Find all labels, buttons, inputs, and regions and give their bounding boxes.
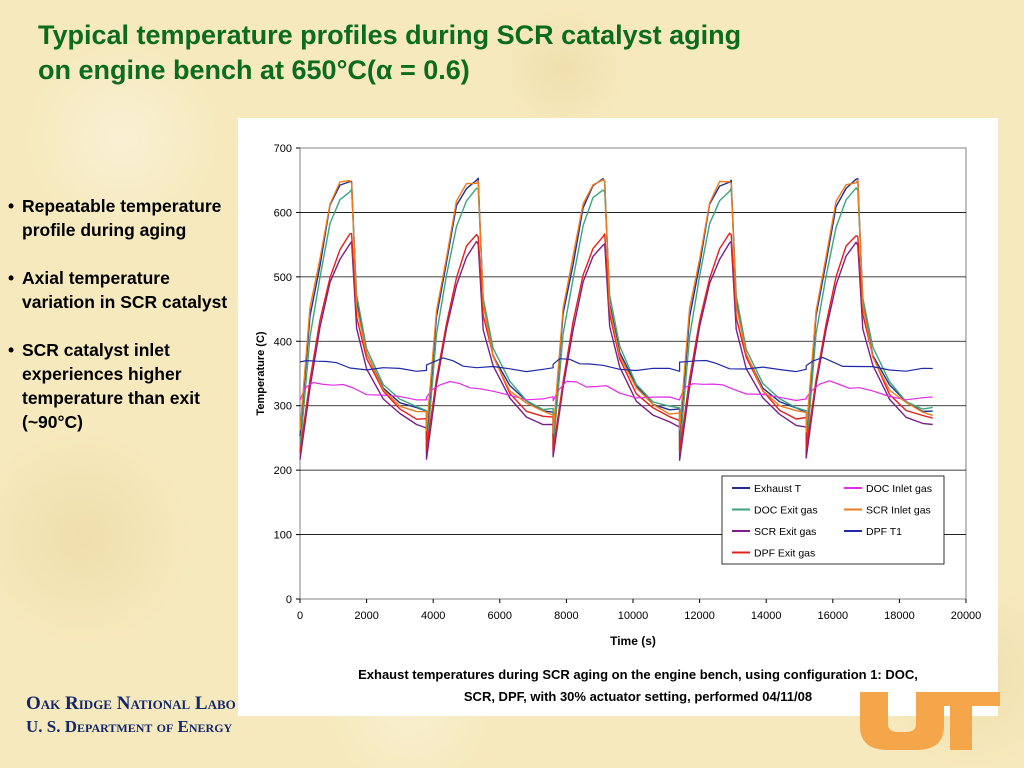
x-tick-label: 8000 <box>554 610 578 622</box>
ut-logo-t-shape <box>924 692 1000 750</box>
x-tick-label: 18000 <box>884 610 915 622</box>
y-tick-label: 100 <box>274 530 292 542</box>
x-tick-label: 12000 <box>684 610 715 622</box>
bullet-text: SCR catalyst inlet experiences higher te… <box>22 340 200 432</box>
y-tick-label: 500 <box>274 272 292 284</box>
legend-label: SCR Inlet gas <box>866 505 931 517</box>
y-axis-label: Temperature (C) <box>255 331 267 415</box>
y-tick-label: 200 <box>274 465 292 477</box>
legend-label: Exhaust T <box>754 483 802 495</box>
legend-label: DOC Inlet gas <box>866 483 932 495</box>
chart-caption-line-1: Exhaust temperatures during SCR aging on… <box>358 667 918 682</box>
slide-title-line-2: on engine bench at 650°C(α = 0.6) <box>38 55 470 85</box>
y-tick-label: 300 <box>274 401 292 413</box>
y-tick-label: 700 <box>274 143 292 155</box>
legend-label: SCR Exit gas <box>754 526 816 538</box>
series-line <box>299 232 933 454</box>
x-tick-label: 6000 <box>488 610 512 622</box>
legend-label: DPF Exit gas <box>754 548 815 560</box>
footer-department: U. S. Department of Energy <box>26 717 233 736</box>
y-tick-label: 400 <box>274 336 292 348</box>
chart-caption: Exhaust temperatures during SCR aging on… <box>318 664 958 708</box>
footer-org-name: Oak Ridge National Laboratory <box>26 694 236 714</box>
bullet-item: • SCR catalyst inlet experiences higher … <box>8 338 240 434</box>
bullet-marker: • <box>8 196 15 216</box>
slide-title: Typical temperature profiles during SCR … <box>38 18 938 88</box>
x-tick-label: 14000 <box>751 610 782 622</box>
x-tick-label: 0 <box>297 610 303 622</box>
x-tick-label: 2000 <box>354 610 378 622</box>
x-axis-label: Time (s) <box>610 634 656 648</box>
series-line <box>299 356 933 373</box>
x-tick-label: 16000 <box>818 610 849 622</box>
legend-box <box>721 475 945 565</box>
ut-logo-u-shape <box>860 692 944 750</box>
ut-logo <box>860 692 1000 750</box>
x-tick-label: 10000 <box>618 610 649 622</box>
series-line <box>299 187 933 454</box>
y-tick-label: 0 <box>286 594 292 606</box>
series-line <box>299 380 933 402</box>
legend-label: DOC Exit gas <box>754 505 818 517</box>
slide-title-line-1: Typical temperature profiles during SCR … <box>38 20 742 50</box>
y-tick-label: 600 <box>274 207 292 219</box>
bullet-item: • Axial temperature variation in SCR cat… <box>8 266 240 314</box>
temperature-chart: 0 100 200 300 400 500 600 700 0 2000 4000 6000 8000 1… <box>255 143 982 648</box>
bullet-item: • Repeatable temperature profile during … <box>8 194 240 242</box>
x-tick-label: 4000 <box>421 610 445 622</box>
chart-caption-line-2: SCR, DPF, with 30% actuator setting, per… <box>463 689 813 704</box>
bullet-marker: • <box>8 340 15 360</box>
x-tick-label: 20000 <box>951 610 982 622</box>
bullet-text: Axial temperature variation in SCR catal… <box>22 268 228 312</box>
chart-panel: 0 100 200 300 400 500 600 700 0 2000 4000 6000 8000 1… <box>238 118 998 716</box>
bullet-text: Repeatable temperature profile during ag… <box>22 196 222 240</box>
series-line <box>299 240 933 461</box>
bullet-list: • Repeatable temperature profile during … <box>8 194 240 458</box>
bullet-marker: • <box>8 268 15 288</box>
legend-label: DPF T1 <box>866 526 902 538</box>
series-line <box>299 179 933 434</box>
